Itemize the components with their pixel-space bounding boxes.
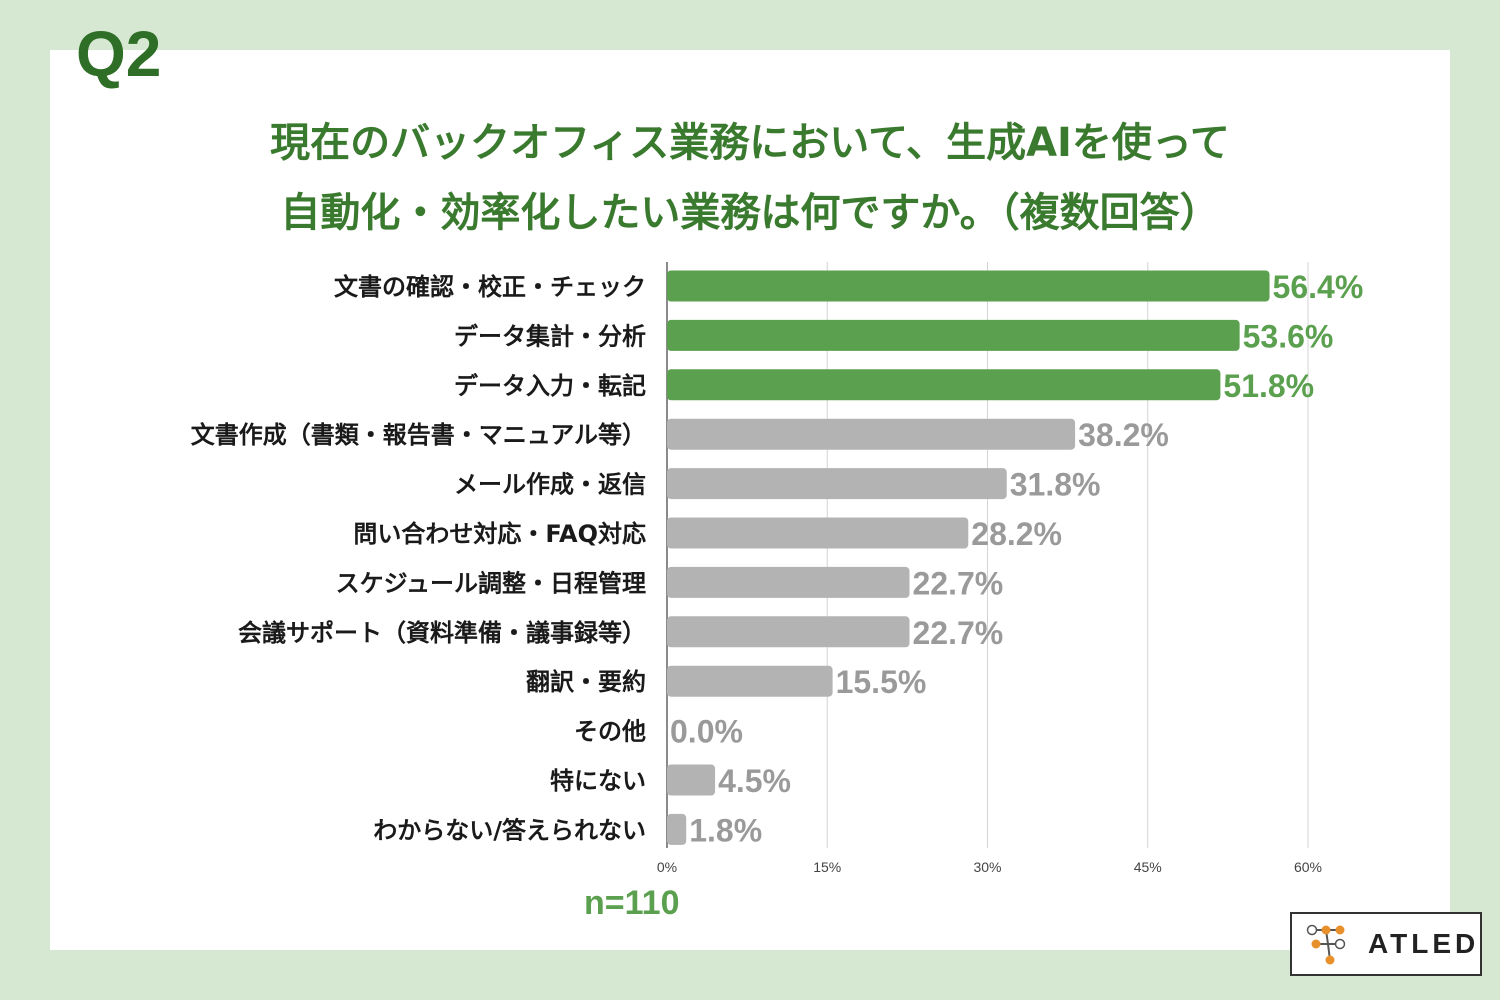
chart-panel (50, 50, 1450, 950)
value-labels: 56.4% 53.6% 51.8% 38.2% 31.8% 28.2% 22.7% 22.7%… (670, 269, 1363, 848)
sample-size: n=110 (584, 884, 680, 922)
bar (667, 813, 687, 845)
bar (667, 665, 833, 697)
category-labels: 文書の確認・校正・チェックデータ集計・分析データ入力・転記文書作成（書類・報告書… (191, 273, 646, 844)
category-label: 文書の確認・校正・チェック (334, 273, 646, 301)
category-label: 特にない (550, 767, 646, 795)
value-label: 1.8% (689, 812, 762, 848)
x-tick-label: 30% (973, 859, 1001, 875)
x-tick-label: 15% (813, 859, 841, 875)
category-label: 文書作成（書類・報告書・マニュアル等） (191, 421, 646, 449)
bar (667, 566, 910, 598)
question-number: Q2 (76, 18, 162, 90)
value-label: 15.5% (836, 664, 927, 700)
logo-text: ATLED (1368, 928, 1480, 959)
value-label: 31.8% (1010, 467, 1101, 503)
category-label: メール作成・返信 (454, 471, 646, 499)
bar (667, 616, 910, 648)
value-label: 22.7% (913, 565, 1004, 601)
bar (667, 517, 969, 549)
title-line-1: 現在のバックオフィス業務において、生成AIを使って (270, 120, 1230, 166)
bar (667, 319, 1240, 351)
category-label: 会議サポート（資料準備・議事録等） (238, 619, 646, 647)
chart-title: 現在のバックオフィス業務において、生成AIを使って 自動化・効率化したい業務は何… (0, 108, 1500, 248)
title-line-2: 自動化・効率化したい業務は何ですか。（複数回答） (280, 190, 1220, 236)
value-label: 53.6% (1243, 318, 1334, 354)
bar (667, 270, 1270, 302)
value-label: 56.4% (1273, 269, 1364, 305)
category-label: その他 (574, 718, 646, 746)
atled-logo: ATLED (1290, 912, 1482, 976)
x-tick-label: 60% (1294, 859, 1322, 875)
value-label: 22.7% (913, 615, 1004, 651)
x-tick-label: 0% (657, 859, 677, 875)
bars (667, 270, 1270, 845)
category-label: 翻訳・要約 (526, 668, 646, 696)
bar (667, 418, 1076, 450)
x-tick-labels: 0% 15% 30% 45% 60% (657, 859, 1322, 875)
category-label: 問い合わせ対応・FAQ対応 (353, 520, 646, 548)
bar (667, 764, 716, 796)
x-tick-label: 45% (1134, 859, 1162, 875)
category-label: データ集計・分析 (454, 322, 646, 350)
value-label: 28.2% (971, 516, 1062, 552)
category-label: スケジュール調整・日程管理 (336, 569, 646, 597)
category-label: わからない/答えられない (373, 816, 646, 844)
bar (667, 369, 1221, 401)
logo-mark-icon (1306, 924, 1346, 965)
gridlines (666, 262, 1309, 848)
value-label: 0.0% (670, 714, 743, 750)
value-label: 38.2% (1078, 417, 1169, 453)
value-label: 4.5% (718, 763, 791, 799)
bar (667, 468, 1007, 500)
value-label: 51.8% (1223, 368, 1314, 404)
category-label: データ入力・転記 (454, 372, 646, 400)
